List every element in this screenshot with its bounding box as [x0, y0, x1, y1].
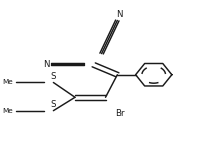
Text: Me: Me: [3, 108, 13, 114]
Text: N: N: [43, 60, 50, 69]
Text: N: N: [116, 10, 123, 19]
Text: Me: Me: [3, 80, 13, 85]
Text: S: S: [51, 72, 56, 81]
Text: Br: Br: [115, 109, 125, 118]
Text: S: S: [51, 100, 56, 109]
